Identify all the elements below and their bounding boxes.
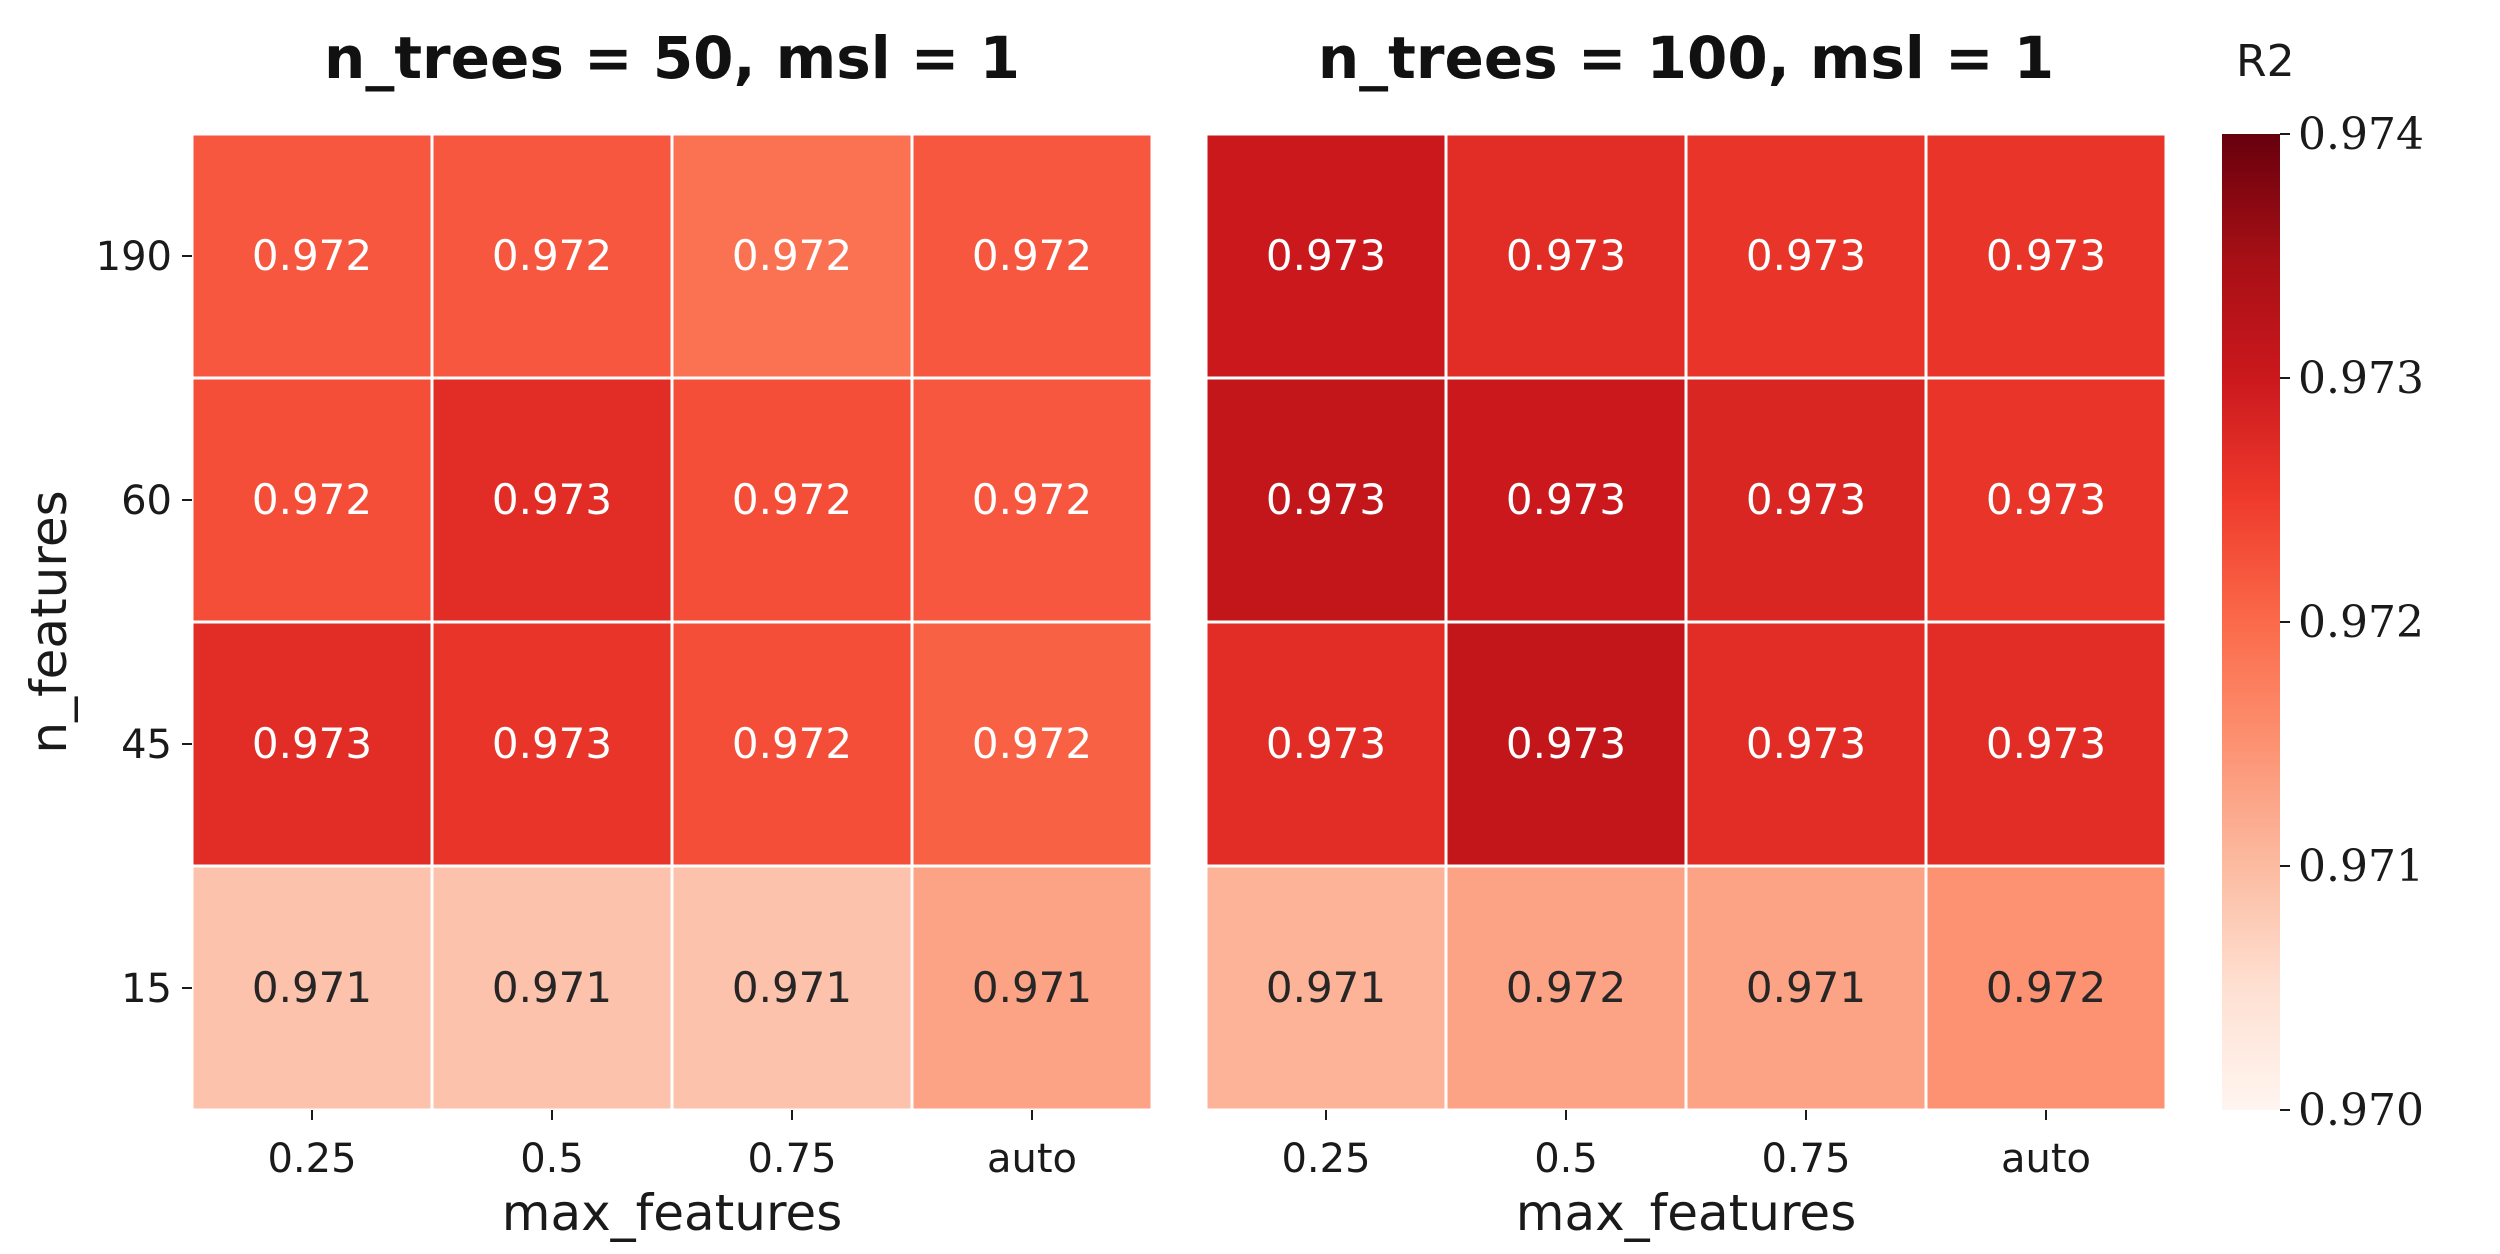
- cell-value-label: 0.973: [492, 475, 612, 524]
- heatmap-cell: [1684, 132, 1928, 380]
- heatmap-cell: [430, 620, 674, 868]
- cell-value-label: 0.973: [1986, 231, 2106, 280]
- cell-value-label: 0.973: [1986, 475, 2106, 524]
- cell-value-label: 0.972: [972, 719, 1092, 768]
- heatmap-cell: [910, 376, 1154, 624]
- cell-value-label: 0.973: [1746, 719, 1866, 768]
- cell-value-label: 0.973: [252, 719, 372, 768]
- cell-value-label: 0.971: [1746, 963, 1866, 1012]
- x-tick-label: 0.25: [267, 1136, 356, 1182]
- heatmap-cell: [1204, 864, 1448, 1112]
- y-tick-label: 45: [121, 722, 172, 768]
- colorbar-tick-label: 0.972: [2298, 597, 2424, 648]
- heatmap-cell: [1684, 620, 1928, 868]
- heatmap-cell: [190, 864, 434, 1112]
- heatmap-cell: [1684, 376, 1928, 624]
- cell-value-label: 0.973: [1506, 719, 1626, 768]
- heatmap-cell: [910, 132, 1154, 380]
- y-tick-label: 190: [96, 234, 172, 280]
- x-axis-label: max_features: [502, 1184, 843, 1242]
- cell-value-label: 0.973: [1746, 475, 1866, 524]
- x-tick-label: 0.5: [1534, 1136, 1598, 1182]
- cell-value-label: 0.972: [1986, 963, 2106, 1012]
- colorbar-tick-label: 0.973: [2298, 353, 2424, 404]
- cell-value-label: 0.971: [732, 963, 852, 1012]
- cell-value-label: 0.973: [1506, 231, 1626, 280]
- cell-value-label: 0.972: [732, 475, 852, 524]
- colorbar-tick-label: 0.971: [2298, 841, 2424, 892]
- y-axis-label: n_features: [20, 490, 78, 753]
- cell-value-label: 0.971: [252, 963, 372, 1012]
- cell-value-label: 0.972: [732, 231, 852, 280]
- x-tick-label: 0.25: [1281, 1136, 1370, 1182]
- cell-value-label: 0.971: [972, 963, 1092, 1012]
- cell-value-label: 0.971: [492, 963, 612, 1012]
- x-tick-label: 0.5: [520, 1136, 584, 1182]
- heatmap-cell: [430, 864, 674, 1112]
- cell-value-label: 0.972: [972, 231, 1092, 280]
- cell-value-label: 0.973: [1266, 231, 1386, 280]
- heatmap-cell: [1444, 620, 1688, 868]
- cell-value-label: 0.972: [252, 231, 372, 280]
- heatmap-cell: [910, 620, 1154, 868]
- cell-value-label: 0.972: [972, 475, 1092, 524]
- cell-value-label: 0.973: [1986, 719, 2106, 768]
- heatmap-cell: [1204, 620, 1448, 868]
- x-tick-label: 0.75: [1761, 1136, 1850, 1182]
- heatmap-cell: [670, 132, 914, 380]
- cell-value-label: 0.973: [1746, 231, 1866, 280]
- heatmap-cell: [1924, 864, 2168, 1112]
- heatmap-cell: [1924, 132, 2168, 380]
- heatmap-cell: [190, 376, 434, 624]
- cell-value-label: 0.972: [732, 719, 852, 768]
- cell-value-label: 0.973: [1266, 475, 1386, 524]
- cell-value-label: 0.971: [1266, 963, 1386, 1012]
- y-tick-label: 60: [121, 478, 172, 524]
- cell-value-label: 0.972: [252, 475, 372, 524]
- cell-value-label: 0.973: [1266, 719, 1386, 768]
- x-tick-label: auto: [2001, 1136, 2091, 1182]
- colorbar-tick-label: 0.970: [2298, 1085, 2424, 1136]
- y-tick-label: 15: [121, 966, 172, 1012]
- cell-value-label: 0.973: [492, 719, 612, 768]
- x-tick-label: 0.75: [747, 1136, 836, 1182]
- cell-value-label: 0.973: [1506, 475, 1626, 524]
- panel-title: n_trees = 100, msl = 1: [1318, 24, 2054, 92]
- heatmap-cell: [910, 864, 1154, 1112]
- cell-value-label: 0.972: [1506, 963, 1626, 1012]
- heatmap-cell: [1204, 132, 1448, 380]
- colorbar-tick-label: 0.974: [2298, 109, 2424, 160]
- heatmap-cell: [430, 376, 674, 624]
- heatmap-cell: [190, 132, 434, 380]
- cell-value-label: 0.972: [492, 231, 612, 280]
- colorbar: [2222, 134, 2280, 1110]
- x-tick-label: auto: [987, 1136, 1077, 1182]
- heatmap-cell: [430, 132, 674, 380]
- heatmap-cell: [1204, 376, 1448, 624]
- x-axis-label: max_features: [1516, 1184, 1857, 1242]
- heatmap-cell: [1444, 132, 1688, 380]
- panel-title: n_trees = 50, msl = 1: [324, 24, 1020, 92]
- colorbar-title: R2: [2236, 36, 2295, 87]
